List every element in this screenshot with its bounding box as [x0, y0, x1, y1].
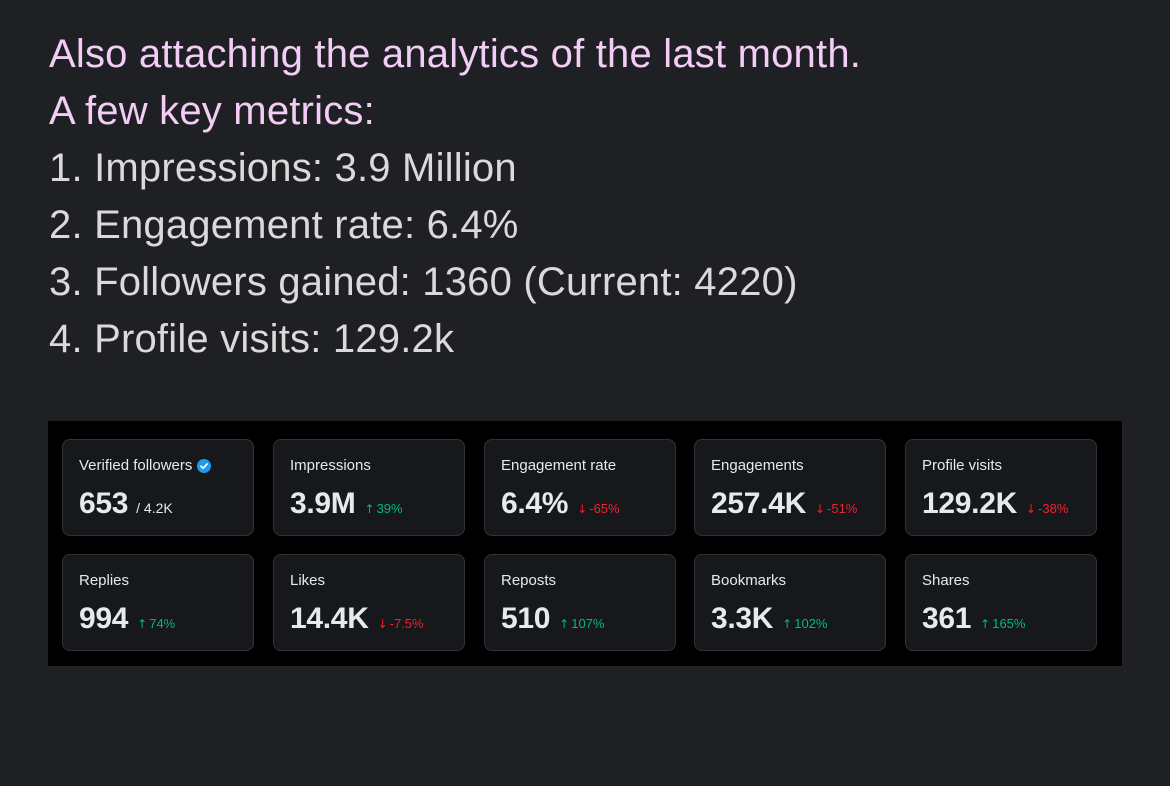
metric-card-impressions: Impressions 3.9M ↑ 39%	[273, 439, 465, 536]
metric-value: 361	[922, 602, 972, 635]
message-metric-followers: 3. Followers gained: 1360 (Current: 4220…	[49, 260, 798, 304]
metric-change: ↑ 39%	[364, 501, 403, 516]
metric-label: Shares	[922, 572, 970, 589]
metric-total: / 4.2K	[136, 500, 173, 516]
metric-value: 994	[79, 602, 129, 635]
metric-card-shares: Shares 361 ↑ 165%	[905, 554, 1097, 651]
metric-label: Impressions	[290, 457, 371, 474]
metric-label: Engagement rate	[501, 457, 617, 474]
metric-card-bookmarks: Bookmarks 3.3K ↑ 102%	[694, 554, 886, 651]
arrow-down-icon: ↓	[1025, 502, 1037, 516]
metric-change: ↑ 74%	[137, 616, 176, 631]
metric-label: Verified followers	[79, 457, 193, 474]
metric-card-reposts: Reposts 510 ↑ 107%	[484, 554, 676, 651]
metric-label: Bookmarks	[711, 572, 787, 589]
metric-change: ↑ 165%	[980, 616, 1026, 631]
metric-label: Reposts	[501, 572, 557, 589]
message-metric-impressions: 1. Impressions: 3.9 Million	[49, 146, 517, 190]
metric-value: 510	[501, 602, 551, 635]
metric-label: Likes	[290, 572, 326, 589]
arrow-up-icon: ↑	[782, 617, 793, 631]
metric-change: ↓ -7.5%	[377, 616, 424, 631]
metric-card-profile-visits: Profile visits 129.2K ↓ -38%	[905, 439, 1097, 536]
metric-change: ↓ -38%	[1025, 501, 1069, 516]
metric-label: Replies	[79, 572, 130, 589]
metric-value: 653	[79, 487, 129, 520]
metric-label: Engagements	[711, 457, 804, 474]
arrow-up-icon: ↑	[137, 617, 148, 631]
metric-change: ↓ -51%	[814, 501, 858, 516]
arrow-up-icon: ↑	[980, 617, 991, 631]
metric-value: 129.2K	[922, 487, 1017, 520]
metric-value: 6.4%	[501, 487, 569, 520]
metric-value: 3.9M	[290, 487, 356, 520]
metric-value: 14.4K	[290, 602, 369, 635]
metric-change: ↑ 107%	[559, 616, 605, 631]
message-metric-engagement-rate: 2. Engagement rate: 6.4%	[49, 203, 519, 247]
metric-change: ↓ -65%	[577, 501, 620, 516]
arrow-up-icon: ↑	[559, 617, 570, 631]
arrow-down-icon: ↓	[577, 502, 588, 516]
metric-label: Profile visits	[922, 457, 1003, 474]
arrow-up-icon: ↑	[364, 502, 375, 516]
chat-message: Also attaching the analytics of the last…	[49, 26, 1129, 368]
metric-card-engagements: Engagements 257.4K ↓ -51%	[694, 439, 886, 536]
metric-value: 257.4K	[711, 487, 806, 520]
arrow-down-icon: ↓	[814, 502, 826, 516]
message-intro-line: Also attaching the analytics of the last…	[49, 32, 862, 76]
arrow-down-icon: ↓	[377, 617, 388, 631]
metric-card-likes: Likes 14.4K ↓ -7.5%	[273, 554, 465, 651]
message-metric-profile-visits: 4. Profile visits: 129.2k	[49, 317, 455, 361]
metric-card-verified-followers: Verified followers 653 / 4.2K	[62, 439, 254, 536]
metric-card-replies: Replies 994 ↑ 74%	[62, 554, 254, 651]
verified-badge-icon	[197, 458, 212, 473]
metric-card-engagement-rate: Engagement rate 6.4% ↓ -65%	[484, 439, 676, 536]
analytics-screenshot: Verified followers 653 / 4.2K Impression…	[48, 421, 1122, 666]
metric-value: 3.3K	[711, 602, 774, 635]
message-subheading-line: A few key metrics:	[49, 89, 375, 133]
metric-change: ↑ 102%	[782, 616, 828, 631]
